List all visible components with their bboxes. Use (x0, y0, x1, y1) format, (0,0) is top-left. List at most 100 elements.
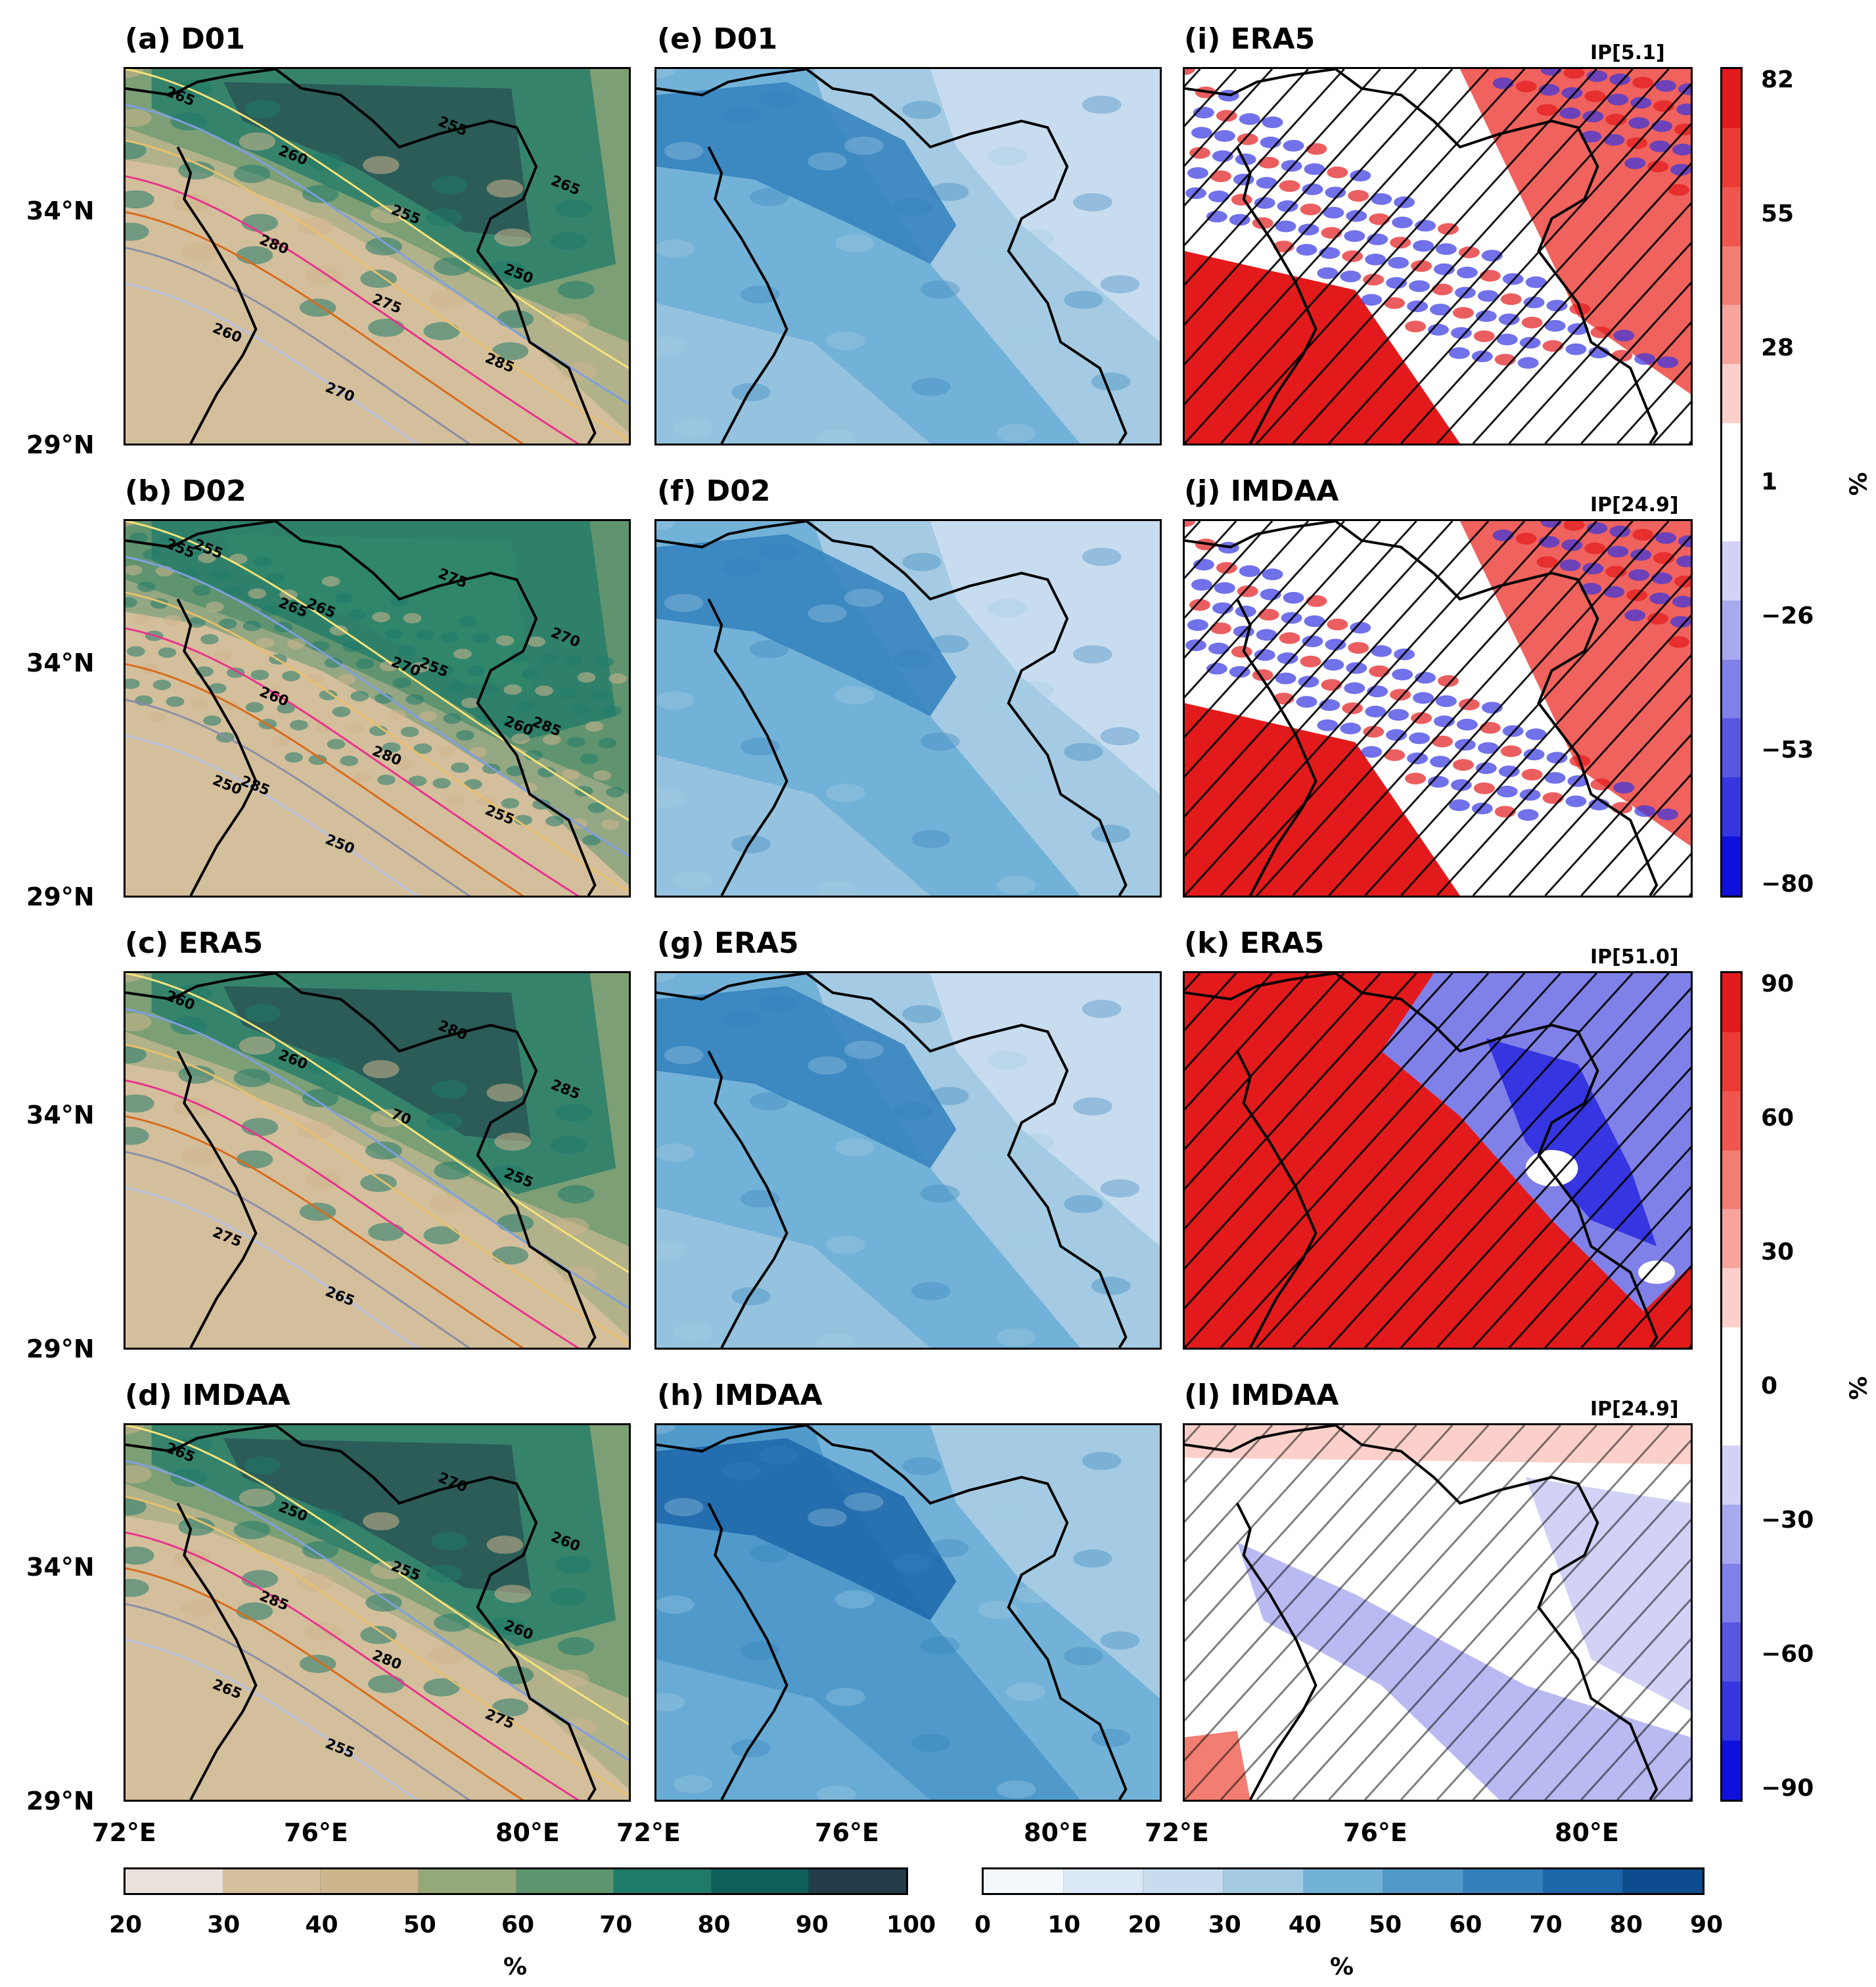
map-panel-i (1183, 67, 1693, 445)
colorbar-difference-top-unit: % (1843, 472, 1871, 496)
colorbar-segment (984, 1869, 1064, 1893)
colorbar-segment (1722, 777, 1741, 837)
colorbar-tick-label: 50 (1369, 1911, 1402, 1938)
colorbar-segment (321, 1869, 419, 1893)
colorbar-segment (1463, 1869, 1544, 1893)
colorbar-segment (1722, 1681, 1741, 1741)
colorbar-segment (1303, 1869, 1384, 1893)
colorbar-segment (1722, 1327, 1741, 1387)
colorbar-segment (1722, 1386, 1741, 1446)
lon-tick-col2-76: 76°E (815, 1818, 879, 1847)
lat-tick-c-29: 29°N (26, 1335, 95, 1363)
panel-title-j: (j) IMDAA (1184, 474, 1339, 508)
lat-tick-d-29: 29°N (26, 1787, 95, 1816)
lon-tick-col3-72: 72°E (1145, 1818, 1209, 1847)
panel-title-h: (h) IMDAA (657, 1379, 823, 1412)
panel-title-c: (c) ERA5 (125, 926, 263, 960)
panel-title-i: (i) ERA5 (1184, 22, 1315, 56)
colorbar-tick-label: 90 (1761, 971, 1795, 997)
colorbar-tick-label: 90 (1690, 1911, 1724, 1938)
colorbar-tick-label: 60 (1449, 1911, 1482, 1938)
colorbar-tick-label: 0 (1761, 1373, 1778, 1400)
ip-label-k: IP[51.0] (1590, 946, 1679, 969)
lon-tick-col3-80: 80°E (1555, 1818, 1619, 1847)
lon-tick-col3-76: 76°E (1343, 1818, 1407, 1847)
lat-tick-b-34: 34°N (26, 649, 95, 677)
colorbar-difference-bottom (1720, 971, 1743, 1802)
colorbar-segment (1722, 127, 1741, 187)
lon-tick-col1-72: 72°E (92, 1818, 156, 1847)
colorbar-segment (1722, 364, 1741, 424)
panel-title-k: (k) ERA5 (1184, 926, 1325, 960)
colorbar-tick-label: 70 (1529, 1911, 1563, 1938)
colorbar-tick-label: 70 (599, 1911, 633, 1938)
colorbar-tick-label: 30 (207, 1911, 240, 1938)
lat-tick-b-29: 29°N (26, 882, 95, 911)
colorbar-segment (1722, 659, 1741, 719)
map-panel-k (1183, 971, 1693, 1350)
panel-title-b: (b) D02 (125, 474, 246, 508)
colorbar-tick-label: 20 (109, 1911, 143, 1938)
colorbar-segment (1722, 69, 1741, 128)
map-panel-f (654, 519, 1162, 898)
colorbar-segment (418, 1869, 516, 1893)
colorbar-tick-label: 60 (1761, 1105, 1795, 1131)
colorbar-tick-label: −30 (1761, 1507, 1814, 1534)
colorbar-tick-label: 20 (1128, 1911, 1161, 1938)
colorbar-tick-label: 60 (501, 1911, 535, 1938)
colorbar-cloud-cover (124, 1867, 908, 1895)
colorbar-tick-label: −53 (1761, 737, 1814, 764)
lon-tick-col1-80: 80°E (495, 1818, 560, 1847)
colorbar-segment (1722, 541, 1741, 601)
colorbar-segment (1722, 1032, 1741, 1091)
colorbar-segment (1722, 246, 1741, 306)
colorbar-segment (1063, 1869, 1144, 1893)
colorbar-segment (1722, 1150, 1741, 1210)
colorbar-segment (1722, 973, 1741, 1032)
lon-tick-col2-72: 72°E (616, 1818, 681, 1847)
colorbar-tick-label: 1 (1761, 468, 1778, 495)
panel-title-a: (a) D01 (125, 22, 245, 56)
ip-label-l: IP[24.9] (1590, 1398, 1679, 1421)
colorbar-segment (1543, 1869, 1624, 1893)
ip-label-j: IP[24.9] (1590, 493, 1679, 516)
colorbar-tick-label: 55 (1761, 200, 1795, 227)
colorbar-tick-label: −60 (1761, 1641, 1814, 1668)
map-panel-g (654, 971, 1162, 1350)
colorbar-segment (1722, 600, 1741, 660)
map-panel-c: 260 260 70 255 275 265 280 285 (124, 971, 631, 1350)
colorbar-tick-label: −80 (1761, 871, 1814, 898)
map-panel-e (654, 67, 1162, 445)
colorbar-segment (1722, 718, 1741, 778)
colorbar-blue (982, 1867, 1704, 1895)
lat-tick-d-34: 34°N (26, 1553, 95, 1582)
colorbar-segment (1722, 482, 1741, 541)
map-panel-a: 265 260 255 250 260 270 255 265 280 275 285 (124, 67, 631, 445)
colorbar-tick-label: 10 (1047, 1911, 1081, 1938)
panel-title-d: (d) IMDAA (125, 1379, 290, 1412)
colorbar-blue-unit: % (1330, 1953, 1354, 1980)
map-panel-l (1183, 1423, 1693, 1802)
colorbar-tick-label: 30 (1761, 1239, 1795, 1266)
colorbar-segment (614, 1869, 712, 1893)
colorbar-segment (1722, 1563, 1741, 1623)
colorbar-segment (1722, 1268, 1741, 1328)
colorbar-segment (1383, 1869, 1464, 1893)
lon-tick-col2-80: 80°E (1024, 1818, 1088, 1847)
colorbar-tick-label: 80 (697, 1911, 731, 1938)
colorbar-segment (1722, 836, 1741, 896)
colorbar-segment (223, 1869, 321, 1893)
colorbar-segment (809, 1869, 906, 1893)
colorbar-tick-label: −26 (1761, 603, 1814, 629)
colorbar-segment (126, 1869, 223, 1893)
colorbar-tick-label: 82 (1761, 66, 1795, 93)
colorbar-segment (1722, 1741, 1741, 1800)
colorbar-tick-label: −90 (1761, 1775, 1814, 1802)
colorbar-segment (1143, 1869, 1224, 1893)
colorbar-segment (1722, 1445, 1741, 1505)
lat-tick-a-29: 29°N (26, 430, 95, 459)
colorbar-segment (1722, 423, 1741, 483)
colorbar-segment (711, 1869, 810, 1893)
colorbar-tick-label: 28 (1761, 334, 1795, 361)
colorbar-tick-label: 80 (1609, 1911, 1643, 1938)
